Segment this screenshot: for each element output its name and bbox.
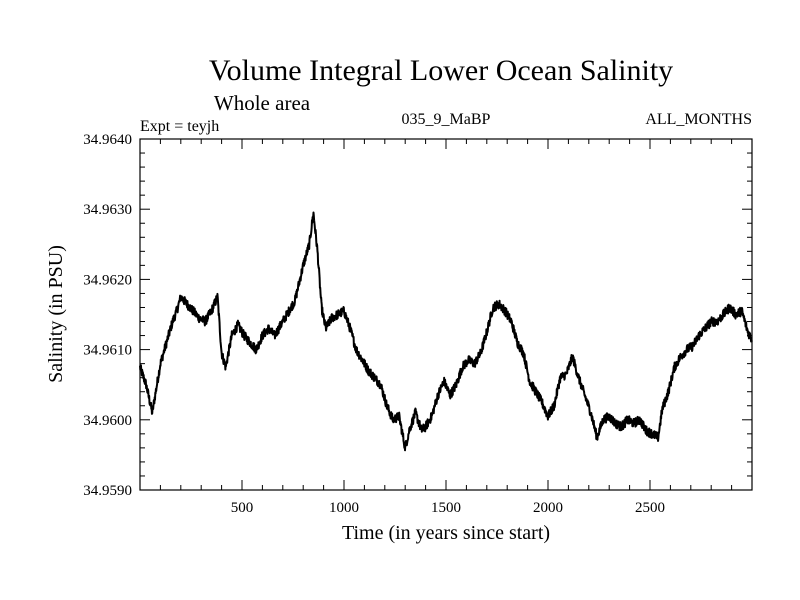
y-tick-label: 34.9590 <box>83 483 132 499</box>
x-tick-label: 2000 <box>533 500 563 516</box>
x-tick-label: 500 <box>231 500 254 516</box>
y-axis-label: Salinity (in PSU) <box>45 245 67 383</box>
y-tick-label: 34.9620 <box>83 272 132 288</box>
plot-frame <box>139 138 753 491</box>
salinity-series-line <box>139 211 753 452</box>
y-tick-label: 34.9640 <box>83 132 132 148</box>
y-tick-label: 34.9600 <box>83 413 132 429</box>
x-tick-label: 1000 <box>329 500 359 516</box>
x-tick-label: 1500 <box>431 500 461 516</box>
y-tick-label: 34.9610 <box>83 343 132 359</box>
experiment-label: Expt = teyjh <box>140 118 219 135</box>
period-label: ALL_MONTHS <box>645 111 752 128</box>
x-axis-label: Time (in years since start) <box>342 522 550 544</box>
x-axis: 500 1000 1500 2000 2500 <box>159 139 733 516</box>
y-tick-label: 34.9630 <box>83 202 132 218</box>
run-label: 035_9_MaBP <box>402 111 491 128</box>
x-tick-label: 2500 <box>635 500 665 516</box>
chart-subtitle: Whole area <box>214 91 311 115</box>
chart-title: Volume Integral Lower Ocean Salinity <box>209 54 673 87</box>
y-axis: 34.9590 34.9600 34.9610 34.9620 34.9630 34.96… <box>83 132 752 499</box>
